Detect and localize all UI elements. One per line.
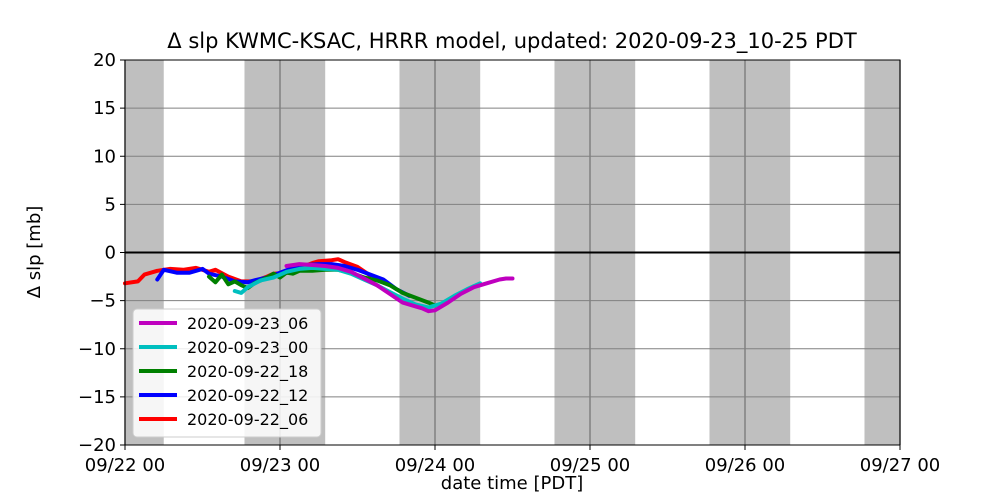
y-tick-label-2: 10 [93,146,116,167]
legend-label-2020-09-23_00: 2020-09-23_00 [187,338,308,358]
y-tick-label-1: 15 [93,98,116,119]
x-tick-label-3: 09/25 00 [550,455,631,476]
chart-title: Δ slp KWMC-KSAC, HRRR model, updated: 20… [167,29,857,54]
x-tick-label-1: 09/23 00 [240,455,321,476]
legend-label-2020-09-22_06: 2020-09-22_06 [187,410,308,430]
x-axis: 09/22 00 09/23 00 09/24 00 09/25 00 09/26 00… [85,445,941,476]
y-tick-label-5: −5 [89,291,116,312]
legend-label-2020-09-22_12: 2020-09-22_12 [187,386,308,406]
series-line-2020-09-23_06 [284,262,515,314]
y-tick-label-4: 0 [105,243,116,264]
y-tick-label-8: −20 [78,435,116,456]
series-line-2020-09-22_18 [207,267,437,308]
y-tick-label-6: −10 [78,339,116,360]
y-axis: 20 15 10 5 0 −5 −10 −15 −20 [78,50,125,456]
x-axis-label: date time [PDT] [441,473,583,494]
legend-label-2020-09-23_06: 2020-09-23_06 [187,314,308,334]
y-tick-label-3: 5 [105,194,116,215]
x-tick-label-4: 09/26 00 [705,455,786,476]
y-tick-label-7: −15 [78,387,116,408]
y-tick-label-0: 20 [93,50,116,71]
legend-box [132,308,322,438]
series-layer [123,257,515,314]
legend-label-2020-09-22_18: 2020-09-22_18 [187,362,308,382]
x-tick-label-0: 09/22 00 [85,455,166,476]
x-tick-label-5: 09/27 00 [860,455,941,476]
plot-area [123,59,901,446]
legend: 2020-09-23_06 2020-09-23_00 2020-09-22_18 2… [132,308,322,438]
x-tick-label-2: 09/24 00 [395,455,476,476]
y-axis-label: Δ slp [mb] [24,206,45,299]
